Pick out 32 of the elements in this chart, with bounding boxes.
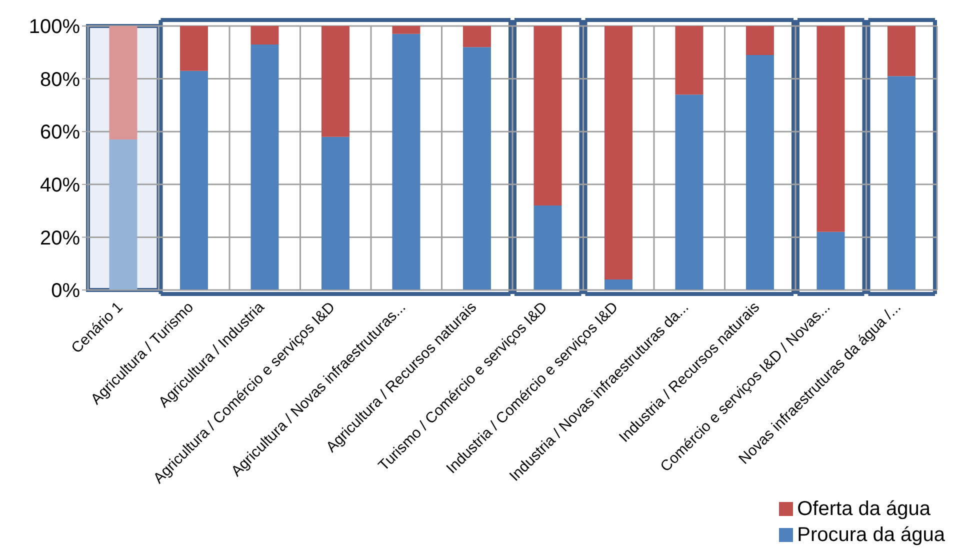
bar [534, 26, 562, 206]
legend-label: Procura da água [797, 523, 945, 548]
bar [392, 26, 420, 34]
y-tick-label: 100% [28, 16, 80, 38]
bar [180, 26, 208, 71]
bar [675, 94, 704, 290]
bar [746, 26, 774, 56]
bar [675, 26, 704, 95]
bar [321, 26, 350, 137]
bar [604, 279, 632, 290]
bar [109, 26, 138, 140]
bar [816, 232, 845, 290]
bar [109, 140, 138, 290]
bar [604, 26, 632, 280]
bar [887, 26, 916, 76]
y-tick-label: 40% [40, 174, 80, 196]
bar [534, 206, 562, 290]
bar [250, 44, 279, 290]
bar [392, 34, 420, 290]
y-tick-label: 20% [40, 227, 80, 250]
y-tick-label: 0% [51, 280, 80, 302]
y-tick-label: 60% [40, 122, 80, 144]
bar [462, 26, 491, 48]
bar [816, 26, 845, 232]
y-tick-label: 80% [40, 68, 80, 91]
legend-label: Oferta da água [797, 497, 931, 522]
bar [250, 26, 279, 44]
bar [180, 70, 208, 290]
bar [887, 76, 916, 290]
bar [321, 136, 350, 290]
bar [462, 47, 491, 290]
bar [746, 55, 774, 290]
